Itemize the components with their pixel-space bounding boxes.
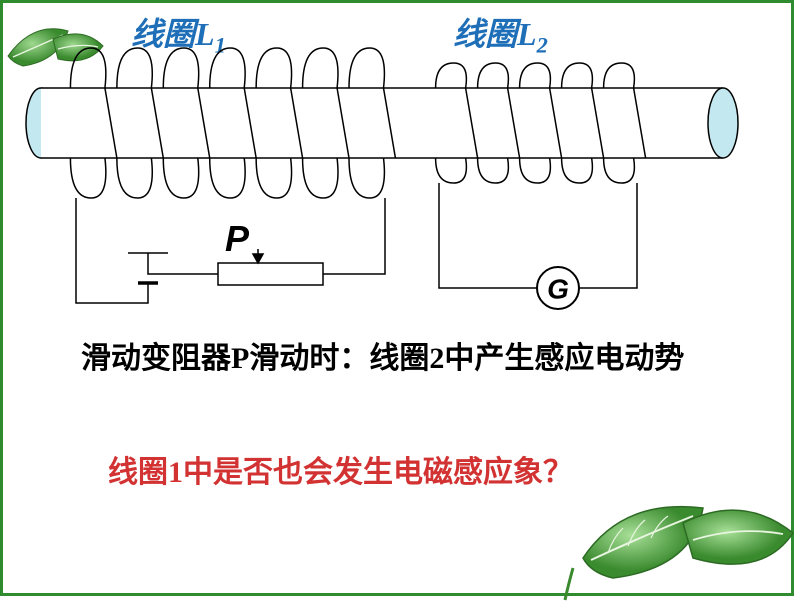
core-cap-right — [708, 88, 738, 158]
galvanometer-label: G — [547, 274, 569, 305]
description-text: 滑动变阻器P滑动时：线圈2中产生感应电动势 — [81, 336, 721, 381]
circuit-diagram: G — [3, 3, 794, 323]
secondary-circuit — [439, 183, 637, 309]
slider-label-p: P — [225, 218, 249, 260]
iron-core — [26, 88, 738, 158]
slide-frame: 线圈L1 线圈L2 G P 滑动变阻器P滑动时：线圈2中产生感应电动势 线圈1中… — [0, 0, 794, 596]
leaf-bottom-right — [563, 468, 794, 603]
question-text: 线圈1中是否也会发生电磁感应象？ — [108, 447, 573, 491]
core-body — [41, 88, 723, 158]
